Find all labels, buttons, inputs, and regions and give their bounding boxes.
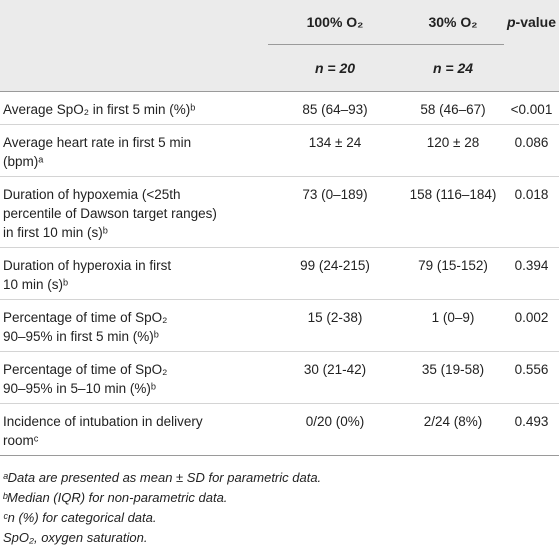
footnote: ᶜn (%) for categorical data. (3, 510, 157, 525)
row-label: Average SpO₂ in first 5 min (%)ᵇ (0, 91, 268, 125)
table-row: Duration of hyperoxia in first 10 min (s)… (0, 247, 559, 300)
cell: 99 (24-215) (268, 247, 402, 300)
header-cell: 100% O₂ (268, 0, 402, 45)
cell: 0.086 (504, 124, 559, 177)
cell: 85 (64–93) (268, 91, 402, 125)
header-text: -value (515, 14, 557, 31)
header-cell: n = 20 (268, 44, 402, 92)
label-line: Duration of hypoxemia (<25th (3, 187, 181, 202)
label-line: in first 10 min (s)ᵇ (3, 225, 108, 240)
cell: 0.394 (504, 247, 559, 300)
header-cell (0, 0, 268, 45)
row-label: Percentage of time of SpO₂ 90–95% in 5–10… (0, 351, 268, 404)
table-row: Percentage of time of SpO₂ 90–95% in 5–10… (0, 351, 559, 404)
label-line: (bpm)ᵃ (3, 154, 44, 169)
cell: 0.018 (504, 176, 559, 248)
label-line: Incidence of intubation in delivery (3, 414, 203, 429)
row-label: Incidence of intubation in delivery roomᶜ (0, 403, 268, 456)
header-cell: p-value (504, 0, 559, 45)
label-line: Average heart rate in first 5 min (3, 135, 192, 150)
table-row: Average heart rate in first 5 min (bpm)ᵃ 1… (0, 124, 559, 177)
footnote: ᵃData are presented as mean ± SD for par… (3, 470, 322, 485)
label-line: Average SpO₂ in first 5 min (%)ᵇ (3, 102, 196, 117)
label-line: Percentage of time of SpO₂ (3, 310, 168, 325)
row-label: Duration of hypoxemia (<25th percentile o… (0, 176, 268, 248)
cell: <0.001 (504, 91, 559, 125)
cell: 0.002 (504, 299, 559, 352)
label-line: 90–95% in first 5 min (%)ᵇ (3, 329, 159, 344)
cell: 35 (19-58) (402, 351, 504, 404)
label-line: Percentage of time of SpO₂ (3, 362, 168, 377)
table-row: Duration of hypoxemia (<25th percentile o… (0, 176, 559, 248)
cell: 2/24 (8%) (402, 403, 504, 456)
footnote: SpO₂, oxygen saturation. (3, 530, 148, 545)
cell: 1 (0–9) (402, 299, 504, 352)
label-line: roomᶜ (3, 433, 39, 448)
cell: 158 (116–184) (402, 176, 504, 248)
table-row: Average SpO₂ in first 5 min (%)ᵇ 85 (64–9… (0, 91, 559, 125)
table-row: Incidence of intubation in delivery roomᶜ… (0, 403, 559, 456)
row-label: Percentage of time of SpO₂ 90–95% in firs… (0, 299, 268, 352)
cell: 134 ± 24 (268, 124, 402, 177)
label-line: percentile of Dawson target ranges) (3, 206, 217, 221)
cell: 0.493 (504, 403, 559, 456)
row-label: Average heart rate in first 5 min (bpm)ᵃ (0, 124, 268, 177)
table-row: Percentage of time of SpO₂ 90–95% in firs… (0, 299, 559, 352)
header-cell (0, 44, 268, 92)
cell: 73 (0–189) (268, 176, 402, 248)
cell: 0.556 (504, 351, 559, 404)
table-body: Average SpO₂ in first 5 min (%)ᵇ 85 (64–9… (0, 91, 559, 456)
label-line: 10 min (s)ᵇ (3, 277, 69, 292)
header-cell: n = 24 (402, 44, 504, 92)
header-cell: 30% O₂ (402, 0, 504, 45)
cell: 120 ± 28 (402, 124, 504, 177)
row-label: Duration of hyperoxia in first 10 min (s)… (0, 247, 268, 300)
label-line: 90–95% in 5–10 min (%)ᵇ (3, 381, 156, 396)
label-line: Duration of hyperoxia in first (3, 258, 172, 273)
cell: 58 (46–67) (402, 91, 504, 125)
cell: 79 (15-152) (402, 247, 504, 300)
cell: 15 (2-38) (268, 299, 402, 352)
header-text: p (506, 14, 516, 31)
cell: 0/20 (0%) (268, 403, 402, 456)
footnotes: ᵃData are presented as mean ± SD for par… (0, 456, 559, 548)
footnote: ᵇMedian (IQR) for non-parametric data. (3, 490, 228, 505)
header-cell (504, 44, 559, 92)
cell: 30 (21-42) (268, 351, 402, 404)
table: 100% O₂ 30% O₂ p-value n = 20 n = 24 Ave… (0, 0, 559, 456)
